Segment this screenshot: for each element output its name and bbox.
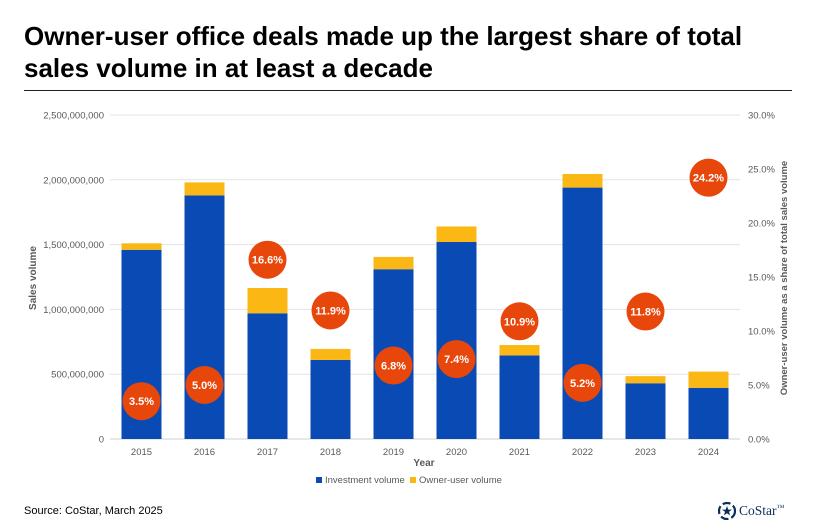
- bar-investment: [310, 359, 351, 439]
- y2-axis-ticks: 0.0% 5.0% 10.0% 15.0% 20.0% 25.0% 30.0%: [748, 111, 775, 446]
- bar-owner-user: [373, 256, 414, 270]
- y2-tick-label: 10.0%: [748, 327, 775, 338]
- share-bubble: [122, 382, 161, 421]
- legend-swatch-investment: [316, 477, 322, 483]
- legend-label-investment: Investment volume: [325, 475, 405, 486]
- costar-logo: CoStar ™: [718, 501, 784, 521]
- y2-tick-label: 20.0%: [748, 219, 775, 230]
- bar-investment: [499, 355, 540, 439]
- y-tick-label: 2,000,000,000: [43, 175, 104, 186]
- bar-owner-user: [247, 288, 288, 314]
- share-label: 5.2%: [570, 378, 595, 390]
- costar-logo-text: CoStar: [739, 503, 777, 518]
- x-axis-label: Year: [413, 458, 434, 469]
- share-bubble: [311, 291, 350, 330]
- share-label: 24.2%: [693, 173, 724, 185]
- bar-owner-user: [499, 345, 540, 356]
- x-tick-label: 2019: [383, 447, 404, 458]
- bar-owner-user: [688, 371, 729, 388]
- share-bubble: [500, 302, 539, 341]
- y2-tick-label: 0.0%: [748, 435, 770, 446]
- y-tick-label: 500,000,000: [51, 370, 104, 381]
- y2-axis-label: Owner-user volume as a share of total sa…: [779, 161, 790, 395]
- y2-tick-label: 25.0%: [748, 165, 775, 176]
- x-tick-label: 2024: [698, 447, 719, 458]
- share-bubbles: 3.5% 5.0% 16.6% 11.9% 6.8% 7.4% 10.9% 5.2% 11.8%…: [122, 158, 728, 421]
- trademark-mark: ™: [776, 503, 785, 512]
- share-label: 3.5%: [129, 396, 154, 408]
- share-label: 6.8%: [381, 361, 406, 373]
- bar-owner-user: [562, 173, 603, 188]
- y2-tick-label: 30.0%: [748, 111, 775, 122]
- y-axis-label: Sales volume: [28, 246, 39, 310]
- x-tick-label: 2020: [446, 447, 467, 458]
- x-tick-label: 2017: [257, 447, 278, 458]
- x-tick-label: 2023: [635, 447, 656, 458]
- y-tick-label: 1,000,000,000: [43, 305, 104, 316]
- y-tick-label: 1,500,000,000: [43, 240, 104, 251]
- bar-owner-user: [184, 182, 225, 196]
- source-note: Source: CoStar, March 2025: [24, 505, 163, 517]
- share-label: 11.8%: [630, 307, 661, 319]
- x-tick-label: 2016: [194, 447, 215, 458]
- bar-owner-user: [436, 226, 477, 243]
- share-bubble: [563, 363, 602, 402]
- share-bubble: [185, 366, 224, 404]
- title-divider: [24, 90, 792, 91]
- share-bubble: [248, 240, 287, 279]
- share-label: 11.9%: [315, 305, 346, 317]
- share-bubble: [626, 292, 665, 331]
- legend-swatch-owner-user: [410, 477, 416, 483]
- legend-label-owner-user: Owner-user volume: [419, 475, 502, 486]
- y2-tick-label: 15.0%: [748, 273, 775, 284]
- y-axis-ticks: 0 500,000,000 1,000,000,000 1,500,000,000 2,…: [43, 111, 104, 446]
- bar-owner-user: [625, 376, 666, 384]
- bar-investment: [688, 387, 729, 439]
- x-axis-ticks: 2015 2016 2017 2018 2019 2020 2021 2022 2023 2024: [131, 447, 719, 458]
- bar-owner-user: [310, 348, 351, 360]
- share-bubble: [689, 158, 728, 197]
- bar-investment: [247, 313, 288, 439]
- bar-owner-user: [121, 243, 162, 250]
- chart-title: Owner-user office deals made up the larg…: [24, 21, 743, 83]
- x-tick-label: 2018: [320, 447, 341, 458]
- legend: Investment volume Owner-user volume: [316, 475, 502, 486]
- share-label: 5.0%: [192, 380, 217, 392]
- share-bubble: [437, 340, 476, 379]
- chart-canvas: 0 500,000,000 1,000,000,000 1,500,000,000 2,…: [28, 111, 790, 487]
- x-tick-label: 2022: [572, 447, 593, 458]
- bar-investment: [625, 383, 666, 439]
- costar-star-icon: [718, 502, 736, 520]
- x-tick-label: 2015: [131, 447, 152, 458]
- share-bubble: [374, 346, 413, 385]
- share-label: 7.4%: [444, 354, 469, 366]
- y-tick-label: 2,500,000,000: [43, 111, 104, 122]
- share-label: 10.9%: [504, 316, 535, 328]
- y-tick-label: 0: [99, 435, 104, 446]
- y2-tick-label: 5.0%: [748, 381, 770, 392]
- x-tick-label: 2021: [509, 447, 530, 458]
- share-label: 16.6%: [252, 255, 283, 267]
